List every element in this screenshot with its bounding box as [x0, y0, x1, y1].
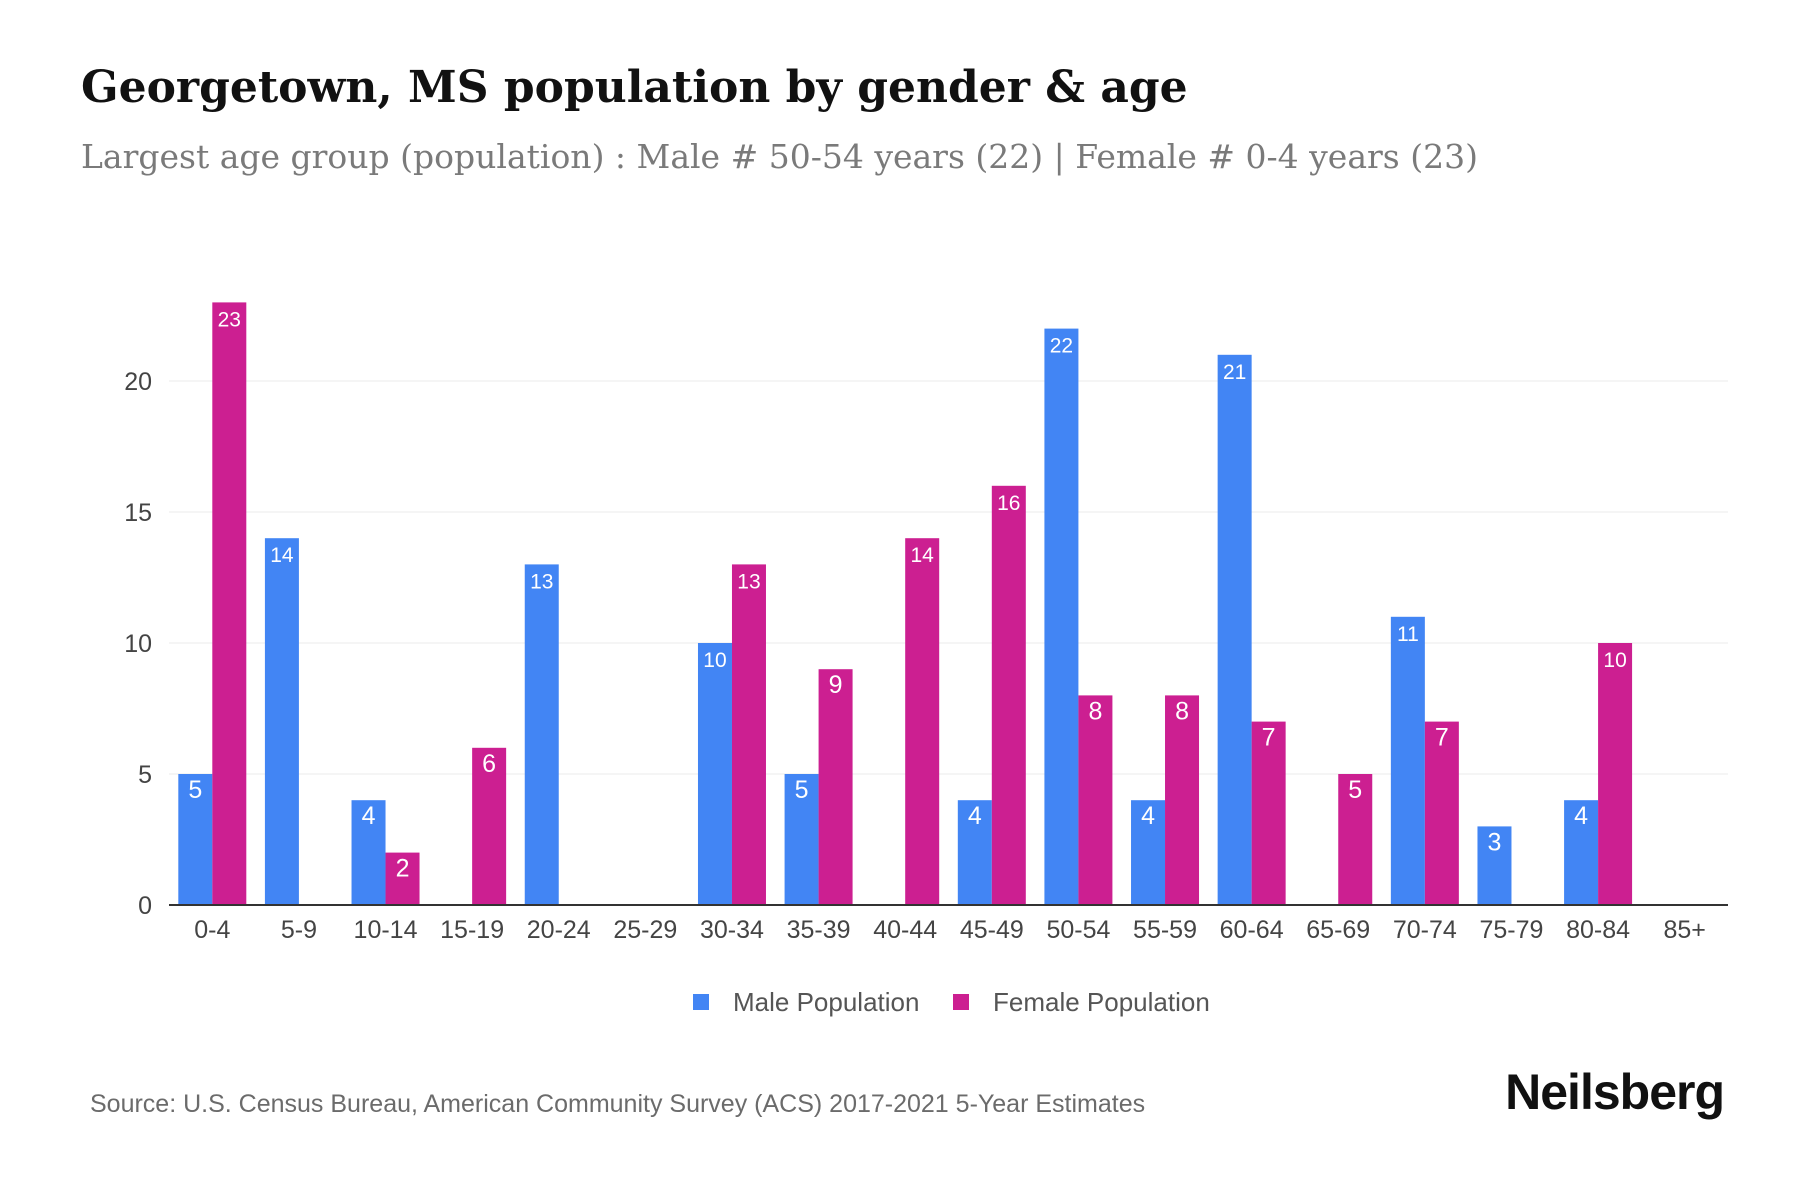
male-bar	[1390, 616, 1425, 905]
female-bar	[385, 852, 420, 905]
data-label: 4	[1574, 802, 1588, 830]
male-bar	[1044, 328, 1079, 906]
data-label: 7	[1262, 724, 1276, 752]
data-label: 10	[703, 649, 726, 672]
data-label: 16	[997, 492, 1020, 515]
male-bar	[524, 564, 559, 905]
female-bar	[472, 747, 507, 905]
male-bar	[351, 800, 386, 905]
female-bar	[731, 564, 766, 905]
female-bar	[991, 485, 1026, 905]
data-label: 10	[1603, 649, 1626, 672]
data-label: 11	[1397, 623, 1419, 646]
legend-swatch-male	[693, 994, 709, 1010]
y-tick-label: 0	[138, 892, 152, 920]
chart-subtitle: Largest age group (population) : Male # …	[81, 137, 1478, 176]
data-label: 9	[829, 671, 843, 699]
data-label: 23	[218, 308, 241, 331]
data-label: 13	[737, 570, 760, 593]
x-tick-label: 25-29	[613, 916, 677, 944]
y-tick-label: 5	[138, 761, 152, 789]
legend: Male Population Female Population	[693, 987, 1210, 1017]
brand-logo: Neilsberg	[1505, 1064, 1725, 1120]
data-label: 4	[968, 802, 982, 830]
x-tick-label: 0-4	[194, 916, 230, 944]
data-label: 13	[530, 570, 553, 593]
x-tick-label: 35-39	[787, 916, 851, 944]
x-tick-label: 45-49	[960, 916, 1024, 944]
data-label: 5	[795, 776, 809, 804]
female-bar	[1078, 695, 1113, 905]
data-label: 4	[362, 802, 376, 830]
data-label: 8	[1175, 697, 1189, 725]
data-label: 22	[1050, 335, 1073, 358]
male-bar	[1477, 826, 1512, 905]
data-label: 3	[1488, 828, 1502, 856]
x-tick-label: 75-79	[1479, 916, 1543, 944]
x-tick-label: 20-24	[527, 916, 591, 944]
data-label: 5	[188, 776, 202, 804]
y-tick-label: 15	[124, 499, 152, 527]
x-tick-label: 65-69	[1306, 916, 1370, 944]
male-bar	[178, 774, 213, 905]
x-tick-label: 5-9	[281, 916, 317, 944]
data-label: 14	[270, 544, 294, 567]
x-tick-label: 40-44	[873, 916, 937, 944]
male-bar	[264, 538, 299, 905]
data-label: 21	[1223, 361, 1246, 384]
x-tick-label: 55-59	[1133, 916, 1197, 944]
x-tick-label: 85+	[1663, 916, 1705, 944]
data-label: 14	[911, 544, 935, 567]
data-label: 7	[1435, 724, 1449, 752]
male-bar	[1217, 354, 1252, 905]
axes: 0 5 10 15 20 0-4 5-9 10-14 15-19 20-24 25-29 30-34 3…	[124, 368, 1728, 944]
male-bar	[697, 643, 732, 905]
female-bar	[1338, 774, 1373, 905]
source-note: Source: U.S. Census Bureau, American Com…	[90, 1090, 1146, 1118]
female-bar	[1424, 721, 1459, 905]
data-label: 5	[1348, 776, 1362, 804]
x-tick-label: 60-64	[1220, 916, 1284, 944]
male-bar	[784, 774, 819, 905]
legend-label-male: Male Population	[733, 987, 919, 1017]
male-bar	[1131, 800, 1166, 905]
legend-label-female: Female Population	[993, 987, 1210, 1017]
x-tick-label: 10-14	[354, 916, 418, 944]
female-bar	[1598, 643, 1633, 905]
x-tick-label: 30-34	[700, 916, 764, 944]
legend-swatch-female	[953, 994, 969, 1010]
female-bar	[818, 669, 853, 905]
data-label: 8	[1088, 697, 1102, 725]
x-tick-label: 15-19	[440, 916, 504, 944]
x-tick-label: 80-84	[1566, 916, 1630, 944]
female-bar	[1165, 695, 1200, 905]
female-bar	[212, 302, 247, 905]
y-tick-label: 10	[124, 630, 152, 658]
female-bar	[1251, 721, 1286, 905]
grid-lines	[169, 380, 1728, 775]
male-bar	[1564, 800, 1599, 905]
x-tick-label: 70-74	[1393, 916, 1457, 944]
female-bar	[905, 538, 940, 905]
data-label: 6	[482, 750, 496, 778]
male-bar	[957, 800, 992, 905]
data-label: 4	[1141, 802, 1155, 830]
data-label: 2	[396, 855, 410, 883]
y-tick-label: 20	[124, 368, 152, 396]
chart-title: Georgetown, MS population by gender & ag…	[81, 62, 1188, 113]
x-tick-label: 50-54	[1046, 916, 1110, 944]
